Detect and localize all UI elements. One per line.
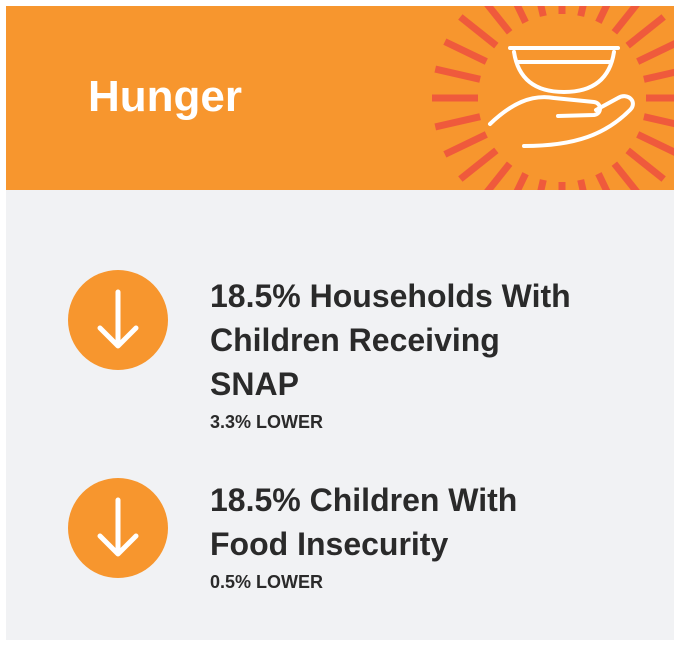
header-art	[432, 6, 674, 190]
sun-ray	[537, 179, 547, 190]
header: Hunger	[6, 6, 674, 190]
stat-title: 18.5% Households With Children Receiving…	[210, 278, 571, 402]
sun-ray	[537, 6, 547, 17]
sun-ray	[636, 131, 674, 156]
sun-ray	[625, 14, 666, 49]
down-arrow-icon	[68, 478, 168, 578]
sun-ray	[595, 6, 611, 24]
sun-ray	[434, 65, 481, 83]
sun-ray	[611, 161, 640, 190]
sun-ray	[484, 161, 513, 190]
sun-ray	[577, 6, 587, 17]
sun-ray	[458, 147, 499, 182]
sun-ray	[577, 179, 587, 190]
sun-ray	[443, 38, 488, 65]
bowl-hand-icon	[488, 46, 635, 148]
card: Hunger 18.5% Households With Children Re…	[6, 6, 674, 640]
sun-ray	[643, 113, 674, 128]
stat-text: 18.5% Children With Food Insecurity 0.5%…	[210, 478, 590, 593]
sun-ray	[484, 6, 513, 35]
sun-ray	[611, 6, 640, 35]
sun-ray	[443, 131, 488, 158]
header-title: Hunger	[88, 72, 242, 121]
sun-ray	[636, 40, 674, 65]
down-arrow-icon	[68, 270, 168, 370]
sun-ray	[643, 68, 674, 83]
sun-ray	[434, 113, 481, 131]
stat-title: 18.5% Children With Food Insecurity	[210, 482, 518, 562]
sun-ray	[458, 14, 499, 49]
stat-change: 3.3% LOWER	[210, 412, 324, 432]
sun-ray	[625, 147, 666, 182]
sun-ray	[513, 172, 529, 190]
stat-change: 0.5% LOWER	[210, 572, 324, 592]
sun-ray	[595, 172, 611, 190]
sun-ray	[513, 6, 529, 24]
stat-text: 18.5% Households With Children Receiving…	[210, 274, 590, 433]
